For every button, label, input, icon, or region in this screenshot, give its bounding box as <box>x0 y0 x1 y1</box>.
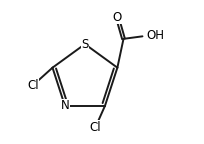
Text: S: S <box>81 38 89 51</box>
Text: Cl: Cl <box>90 121 101 133</box>
Text: O: O <box>113 11 122 24</box>
Text: Cl: Cl <box>27 79 39 92</box>
Text: N: N <box>61 99 69 112</box>
Text: OH: OH <box>147 29 165 42</box>
